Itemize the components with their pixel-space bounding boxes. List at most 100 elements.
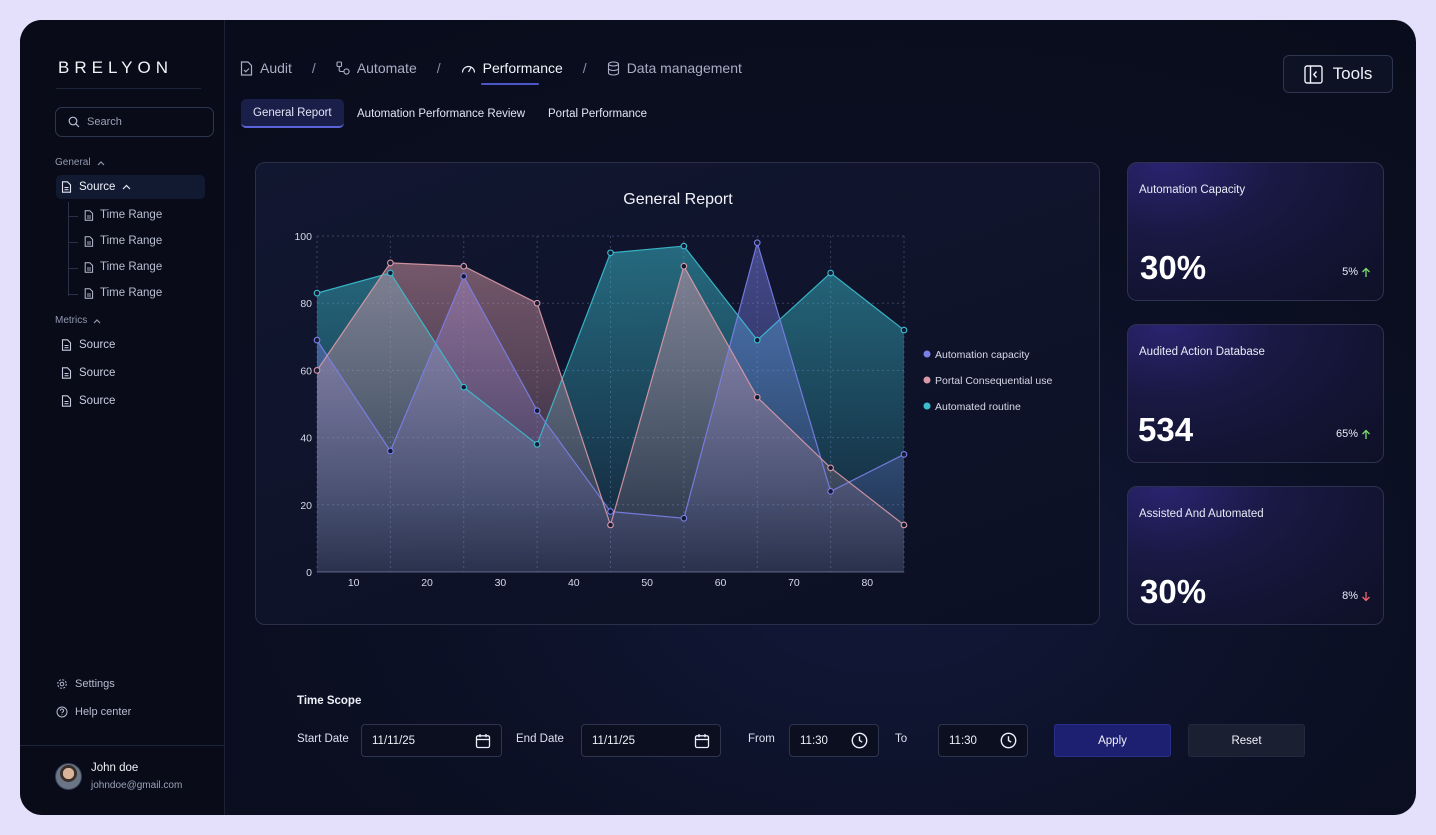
y-tick-label: 80 <box>300 298 312 310</box>
sidebar-item-label: Source <box>79 367 116 379</box>
to-time-field[interactable]: 11:30 <box>938 724 1028 757</box>
data-point <box>533 407 541 415</box>
stat-card-assisted-and-automated: Assisted And Automated 30% 8% <box>1127 486 1384 625</box>
x-tick-label: 70 <box>788 577 800 589</box>
data-point <box>460 262 468 270</box>
sidebar-subitem-time-range[interactable]: Time Range <box>84 287 162 299</box>
breadcrumb-label: Audit <box>260 60 292 76</box>
breadcrumb-data-management[interactable]: Data management <box>607 60 742 76</box>
sidebar-item-source[interactable]: Source <box>61 333 115 357</box>
chart-title: General Report <box>623 191 733 208</box>
data-point <box>680 262 688 270</box>
chevron-up-icon <box>123 184 131 190</box>
data-point <box>900 451 908 458</box>
end-date-label: End Date <box>516 733 564 745</box>
sidebar-item-source[interactable]: Source <box>61 361 115 385</box>
avatar[interactable] <box>55 763 82 790</box>
arrow-down-icon <box>1362 591 1370 601</box>
general-section-label: General <box>55 157 91 168</box>
data-point <box>313 289 321 297</box>
data-point <box>827 269 834 277</box>
legend-marker <box>923 376 931 384</box>
data-point <box>607 508 614 515</box>
stat-title: Audited Action Database <box>1139 346 1265 358</box>
stat-delta-value: 8% <box>1342 590 1358 602</box>
stat-title: Assisted And Automated <box>1139 508 1264 520</box>
search-icon <box>68 116 80 128</box>
tree-tick <box>68 242 78 243</box>
tab-general-report[interactable]: General Report <box>241 99 344 128</box>
data-point <box>387 269 394 277</box>
chevron-up-icon <box>93 318 101 323</box>
general-report-chart-card: General Report 0 20 40 60 80 100 10 20 30 40 50 60 70… <box>255 162 1100 625</box>
general-section-toggle[interactable]: General <box>55 157 105 168</box>
help-center-link[interactable]: Help center <box>56 706 131 718</box>
data-point <box>607 521 614 529</box>
stat-card-automation-capacity: Automation Capacity 30% 5% <box>1127 162 1384 301</box>
divider <box>56 88 201 89</box>
tab-portal-performance[interactable]: Portal Performance <box>548 107 648 120</box>
x-tick-label: 50 <box>641 577 653 589</box>
x-tick-label: 30 <box>495 577 507 589</box>
breadcrumb-automate[interactable]: Automate <box>336 60 417 76</box>
stat-delta: 65% <box>1336 428 1371 440</box>
data-point <box>680 242 688 250</box>
sidebar-item-source[interactable]: Source <box>61 389 115 413</box>
file-icon <box>84 287 94 299</box>
from-time-field[interactable]: 11:30 <box>789 724 879 757</box>
sidebar-subitem-time-range[interactable]: Time Range <box>84 261 162 273</box>
data-point <box>313 336 321 344</box>
from-time-value: 11:30 <box>800 734 828 747</box>
gear-icon <box>57 679 67 689</box>
start-date-label: Start Date <box>297 733 349 745</box>
legend-label: Automation capacity <box>935 349 1030 361</box>
end-date-field[interactable]: 11/11/25 <box>581 724 721 757</box>
legend-marker <box>923 350 931 358</box>
search-input[interactable]: Search <box>55 107 214 137</box>
sidebar-item-source[interactable]: Source <box>56 175 205 199</box>
tab-automation-performance-review[interactable]: Automation Performance Review <box>357 107 526 120</box>
y-tick-label: 20 <box>300 500 312 512</box>
stat-delta: 5% <box>1342 266 1371 278</box>
sidebar-subitem-label: Time Range <box>100 235 163 247</box>
x-tick-label: 80 <box>861 577 873 589</box>
file-icon <box>61 367 72 379</box>
y-tick-label: 0 <box>306 567 312 579</box>
sidebar-item-label: Source <box>79 181 116 193</box>
breadcrumb-separator: / <box>436 60 441 76</box>
breadcrumb-audit[interactable]: Audit <box>240 60 292 76</box>
metrics-section-toggle[interactable]: Metrics <box>55 315 101 326</box>
sidebar-subitem-time-range[interactable]: Time Range <box>84 209 162 221</box>
breadcrumb-label: Performance <box>482 60 563 76</box>
sidebar-item-label: Source <box>79 395 116 407</box>
stat-value: 534 <box>1138 411 1194 448</box>
x-tick-label: 60 <box>715 577 727 589</box>
data-point <box>313 367 321 374</box>
calendar-icon <box>475 733 491 748</box>
stat-delta-value: 65% <box>1335 428 1358 440</box>
x-tick-label: 40 <box>568 577 580 589</box>
divider <box>20 745 225 746</box>
settings-label: Settings <box>75 678 115 690</box>
help-icon <box>56 706 68 718</box>
sidebar-item-label: Source <box>79 339 116 351</box>
tools-button[interactable]: Tools <box>1283 55 1393 93</box>
help-center-label: Help center <box>75 706 132 718</box>
reset-button[interactable]: Reset <box>1188 724 1305 757</box>
series-area <box>317 262 904 572</box>
sidebar-subitem-time-range[interactable]: Time Range <box>84 235 162 247</box>
data-point <box>753 239 761 247</box>
settings-link[interactable]: Settings <box>56 678 115 690</box>
database-icon <box>607 60 619 76</box>
apply-button[interactable]: Apply <box>1054 724 1171 757</box>
to-label: To <box>895 733 908 745</box>
start-date-field[interactable]: 11/11/25 <box>361 724 502 757</box>
tree-tick <box>68 268 78 269</box>
search-placeholder: Search <box>87 116 122 128</box>
data-point <box>460 272 468 280</box>
data-point <box>607 249 614 257</box>
tools-label: Tools <box>1332 64 1373 83</box>
time-scope-title: Time Scope <box>297 695 362 707</box>
breadcrumb-performance[interactable]: Performance <box>461 60 563 85</box>
data-point <box>827 488 834 495</box>
